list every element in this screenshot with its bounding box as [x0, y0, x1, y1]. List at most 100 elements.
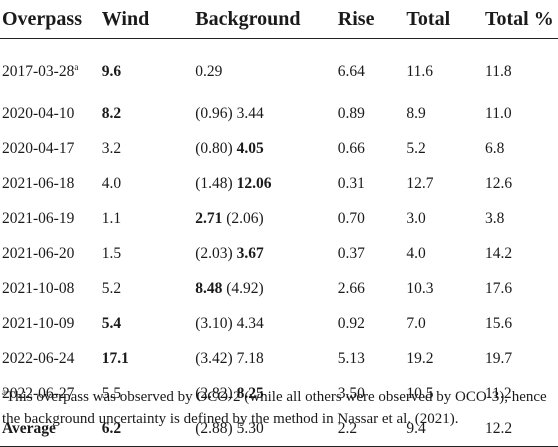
cell-wind: 5.2	[101, 279, 122, 297]
cell-total: 8.9	[406, 104, 426, 122]
table-row: 2021-06-19 1.1 2.71 (2.06) 0.70 3.0 3.8	[0, 201, 558, 236]
cell-total: 19.2	[406, 349, 434, 367]
header-wind: Wind	[101, 7, 150, 30]
cell-rise: 0.66	[337, 139, 365, 157]
cell-overpass: 2022-06-24	[0, 341, 102, 376]
cell-wind: 1.1	[101, 209, 122, 227]
background-value: 3.44	[236, 104, 264, 122]
cell-total: 10.3	[406, 279, 434, 297]
cell-wind: 3.2	[101, 139, 122, 157]
overpass-date: 2021-10-09	[2, 314, 75, 332]
background-paren: (3.42)	[195, 349, 233, 367]
background-paren: (2.03)	[195, 244, 233, 262]
cell-wind: 5.5	[101, 384, 122, 402]
cell-total: 11.6	[406, 62, 433, 80]
background-value: 2.71	[195, 209, 223, 227]
overpass-date: 2020-04-17	[2, 139, 75, 157]
average-rise: 2.2	[337, 411, 407, 447]
cell-background: (0.96) 3.44	[195, 96, 338, 131]
header-total-percent: Total %	[485, 7, 554, 30]
cell-background: (3.42) 7.18	[195, 341, 338, 376]
table-footnote: aThis overpass was observed by OCO-2 (wh…	[2, 386, 556, 430]
background-value: 3.67	[236, 244, 264, 262]
table-row: 2020-04-17 3.2 (0.80) 4.05 0.66 5.2 6.8	[0, 131, 558, 166]
background-paren: (1.48)	[195, 174, 233, 192]
background-paren: (4.92)	[226, 279, 264, 297]
cell-total-percent: 14.2	[485, 244, 513, 262]
cell-total-percent: 6.8	[485, 139, 505, 157]
cell-total-percent: 19.7	[485, 349, 513, 367]
average-background: (2.88) 5.30	[195, 411, 338, 447]
cell-background: (3.10) 4.34	[195, 306, 338, 341]
table-row: 2022-06-27 5.5 (2.82) 8.25 3.50 10.5 11.2	[0, 376, 558, 411]
background-value: 12.06	[236, 174, 272, 192]
background-value: 4.34	[236, 314, 264, 332]
cell-rise: 0.31	[337, 174, 365, 192]
header-total: Total	[406, 7, 451, 30]
overpass-date: 2022-06-27	[2, 384, 75, 402]
table-row: 2021-06-18 4.0 (1.48) 12.06 0.31 12.7 12.6	[0, 166, 558, 201]
cell-overpass: 2021-10-08	[0, 271, 102, 306]
background-value: 8.25	[236, 384, 264, 402]
cell-rise: 0.92	[337, 314, 365, 332]
overpass-date: 2021-06-19	[2, 209, 75, 227]
cell-total-percent: 11.8	[485, 62, 512, 80]
average-wind: 6.2	[101, 411, 196, 447]
cell-total: 10.5	[406, 384, 434, 402]
cell-total-percent: 12.6	[485, 174, 513, 192]
overpass-date: 2021-10-08	[2, 279, 75, 297]
cell-wind: 1.5	[101, 244, 122, 262]
cell-rise: 3.50	[337, 384, 365, 402]
table-row: 2021-10-09 5.4 (3.10) 4.34 0.92 7.0 15.6	[0, 306, 558, 341]
table-row: 2020-04-10 8.2 (0.96) 3.44 0.89 8.9 11.0	[0, 96, 558, 131]
footnote-text: This overpass was observed by OCO-2 (whi…	[2, 389, 547, 427]
cell-total: 4.0	[406, 244, 426, 262]
cell-total-percent: 3.8	[485, 209, 505, 227]
header-background: Background	[195, 7, 301, 30]
overpass-date: 2020-04-10	[2, 104, 75, 122]
cell-total-percent: 11.0	[485, 104, 512, 122]
average-label: Average	[0, 411, 102, 447]
cell-overpass: 2021-06-19	[0, 201, 102, 236]
cell-wind: 4.0	[101, 174, 122, 192]
cell-background: 0.29	[195, 39, 338, 97]
cell-rise: 0.37	[337, 244, 365, 262]
cell-background: (0.80) 4.05	[195, 131, 338, 166]
cell-overpass: 2020-04-17	[0, 131, 102, 166]
average-total: 9.4	[406, 411, 486, 447]
background-value: 4.05	[236, 139, 264, 157]
average-background-paren: (2.88)	[195, 419, 233, 437]
cell-rise: 6.64	[337, 62, 365, 80]
cell-overpass: 2017-03-28a	[0, 39, 102, 97]
cell-wind: 8.2	[101, 104, 122, 122]
cell-background: (2.82) 8.25	[195, 376, 338, 411]
table-header-row: Overpass Wind Background Rise Total Tota…	[0, 0, 558, 39]
cell-rise: 0.70	[337, 209, 365, 227]
table-row: 2021-06-20 1.5 (2.03) 3.67 0.37 4.0 14.2	[0, 236, 558, 271]
cell-total: 7.0	[406, 314, 426, 332]
cell-overpass: 2021-06-20	[0, 236, 102, 271]
background-paren: (2.82)	[195, 384, 233, 402]
average-background-value: 5.30	[236, 419, 264, 437]
cell-rise: 5.13	[337, 349, 365, 367]
cell-overpass: 2021-10-09	[0, 306, 102, 341]
overpass-date: 2017-03-28	[2, 62, 75, 80]
background-value: 7.18	[236, 349, 264, 367]
cell-total-percent: 17.6	[485, 279, 513, 297]
cell-wind: 17.1	[101, 349, 129, 367]
background-value: 8.48	[195, 279, 223, 297]
overpass-date: 2021-06-18	[2, 174, 75, 192]
background-paren: (0.80)	[195, 139, 233, 157]
background-value: 0.29	[195, 62, 223, 80]
cell-overpass: 2021-06-18	[0, 166, 102, 201]
background-paren: (0.96)	[195, 104, 233, 122]
table-row: 2021-10-08 5.2 8.48 (4.92) 2.66 10.3 17.6	[0, 271, 558, 306]
overpass-date: 2022-06-24	[2, 349, 75, 367]
cell-overpass: 2020-04-10	[0, 96, 102, 131]
footnote-ref: a	[74, 61, 79, 72]
cell-total-percent: 15.6	[485, 314, 513, 332]
cell-total: 12.7	[406, 174, 434, 192]
cell-wind: 5.4	[101, 314, 122, 332]
cell-total: 5.2	[406, 139, 426, 157]
